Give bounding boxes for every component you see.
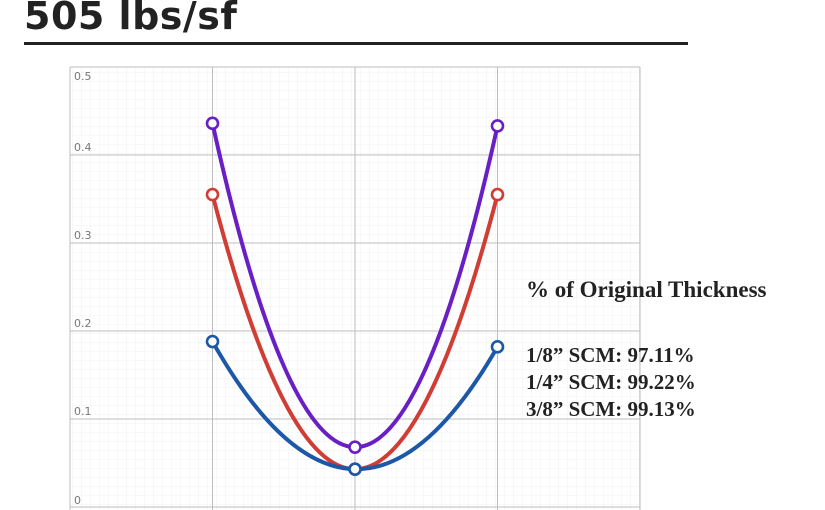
annotation-line-1-4: 1/4” SCM: 99.22%: [526, 370, 696, 394]
y-tick-label: 0.5: [74, 70, 92, 83]
title-underline: [24, 42, 688, 45]
series-3-point-1: [205, 334, 220, 349]
series-2-point-1: [205, 187, 220, 202]
y-axis: 0 0.1 0.2 0.3 0.4 0.5: [74, 70, 92, 507]
y-tick-label: 0: [74, 494, 81, 507]
series-1-point-3: [490, 119, 505, 133]
y-tick-label: 0.2: [74, 317, 92, 330]
annotation-heading: % of Original Thickness: [526, 277, 767, 302]
series-3-point-2: [348, 462, 362, 476]
major-grid: [69, 66, 641, 510]
y-tick-label: 0.4: [74, 141, 92, 154]
series-1-point-1: [205, 116, 220, 131]
y-tick-label: 0.1: [74, 405, 92, 418]
series-1-point-2: [348, 440, 362, 454]
annotation-line-1-8: 1/8” SCM: 97.11%: [526, 343, 695, 367]
annotation-line-3-8: 3/8” SCM: 99.13%: [526, 397, 696, 421]
y-tick-label: 0.3: [74, 229, 92, 242]
series-2-point-3: [490, 187, 505, 202]
page-title: 505 lbs/sf: [24, 0, 238, 38]
series-group: [205, 116, 505, 476]
series-3-point-3: [490, 340, 505, 354]
